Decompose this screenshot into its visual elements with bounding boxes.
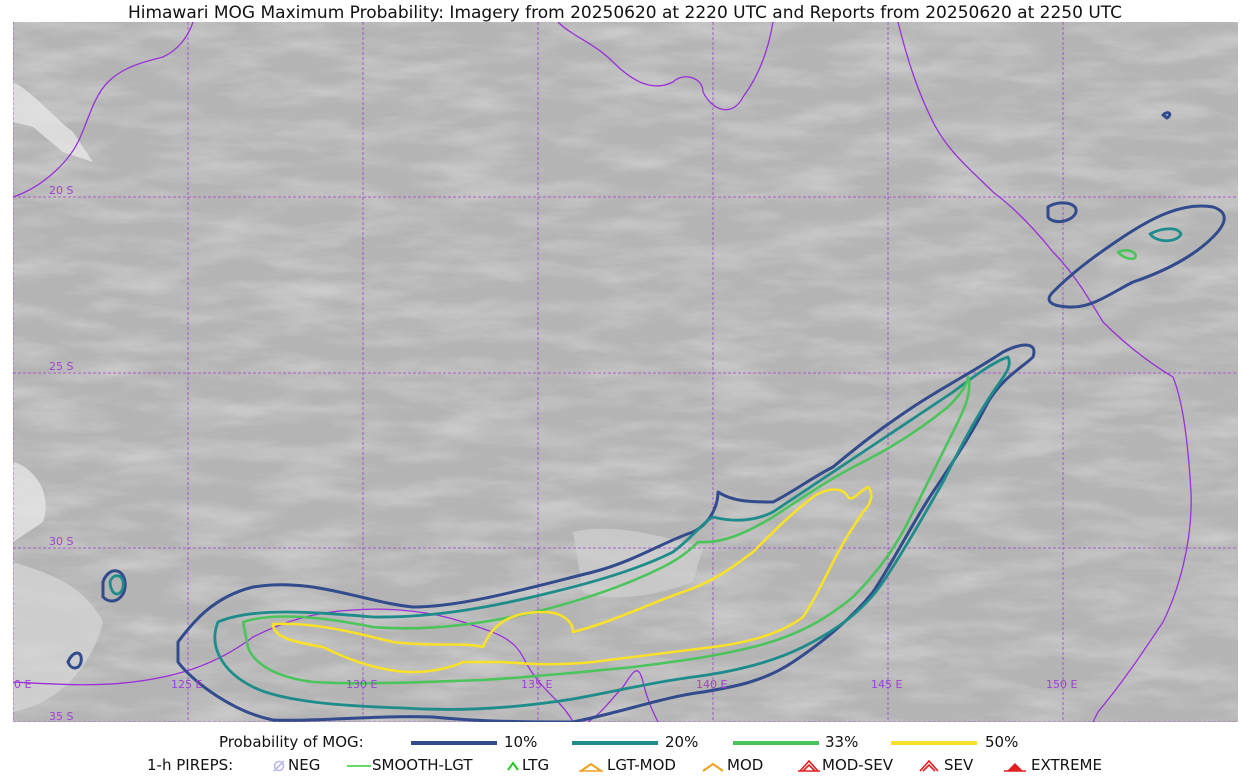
- sev-icon: [919, 759, 939, 772]
- pirep-legend: 1-h PIREPS: NEG SMOOTH-LGT LTG LGT-MOD M…: [0, 755, 1250, 777]
- smooth-lgt-icon: [347, 765, 371, 767]
- coastlines: [13, 22, 1192, 722]
- lat-lon-grid: [13, 22, 1238, 722]
- ltg-label: LTG: [522, 756, 550, 774]
- contour-10pct: [66, 111, 1226, 722]
- prob-33-swatch: [733, 741, 819, 745]
- contour-33pct: [241, 249, 1137, 685]
- prob-10-label: 10%: [504, 733, 538, 751]
- contour-20pct: [108, 227, 1183, 711]
- mod-sev-label: MOD-SEV: [822, 756, 893, 774]
- prob-33-label: 33%: [825, 733, 859, 751]
- sev-label: SEV: [944, 756, 974, 774]
- lon-label-120e: 120 E: [13, 678, 31, 691]
- extreme-label: EXTREME: [1031, 756, 1102, 774]
- lgt-mod-icon: [579, 762, 603, 772]
- lon-label-125e: 125 E: [171, 678, 202, 691]
- lon-label-135e: 135 E: [521, 678, 552, 691]
- neg-label: NEG: [288, 756, 321, 774]
- prob-10-swatch: [411, 741, 497, 745]
- probability-legend-title: Probability of MOG:: [219, 733, 364, 751]
- probability-legend: Probability of MOG: 10% 20% 33% 50%: [0, 732, 1250, 754]
- satellite-map: 20 S 25 S 30 S 35 S 120 E 125 E 130 E 13…: [13, 22, 1238, 722]
- lon-label-140e: 140 E: [696, 678, 727, 691]
- bright-cloud-patches: [13, 82, 703, 712]
- image-speckle: [13, 22, 1238, 722]
- lat-label-25s: 25 S: [49, 360, 73, 373]
- mod-sev-icon: [798, 759, 820, 772]
- lon-label-150e: 150 E: [1046, 678, 1077, 691]
- extreme-icon: [1004, 763, 1026, 772]
- prob-50-label: 50%: [985, 733, 1019, 751]
- lon-label-130e: 130 E: [346, 678, 377, 691]
- south-coast: [13, 608, 574, 722]
- prob-50-swatch: [891, 741, 977, 745]
- east-coast: [897, 22, 1192, 722]
- gulf-coast: [557, 22, 774, 111]
- gulf-st-vincent: [587, 670, 659, 722]
- pirep-legend-title: 1-h PIREPS:: [147, 756, 234, 774]
- lon-label-145e: 145 E: [871, 678, 902, 691]
- lgt-mod-label: LGT-MOD: [607, 756, 676, 774]
- lat-label-30s: 30 S: [49, 535, 73, 548]
- map-title: Himawari MOG Maximum Probability: Imager…: [127, 3, 1123, 23]
- lat-label-35s: 35 S: [49, 710, 73, 722]
- grid-labels: 20 S 25 S 30 S 35 S 120 E 125 E 130 E 13…: [13, 184, 1077, 722]
- mod-icon: [702, 762, 724, 772]
- mog-contours: [66, 111, 1226, 722]
- mod-label: MOD: [727, 756, 764, 774]
- ltg-icon: [507, 761, 519, 771]
- smooth-lgt-label: SMOOTH-LGT: [372, 756, 473, 774]
- lat-label-20s: 20 S: [49, 184, 73, 197]
- neg-icon: [273, 760, 285, 772]
- contour-50pct: [271, 485, 873, 674]
- prob-20-swatch: [572, 741, 658, 745]
- northwest-coast: [13, 22, 194, 198]
- prob-20-label: 20%: [665, 733, 699, 751]
